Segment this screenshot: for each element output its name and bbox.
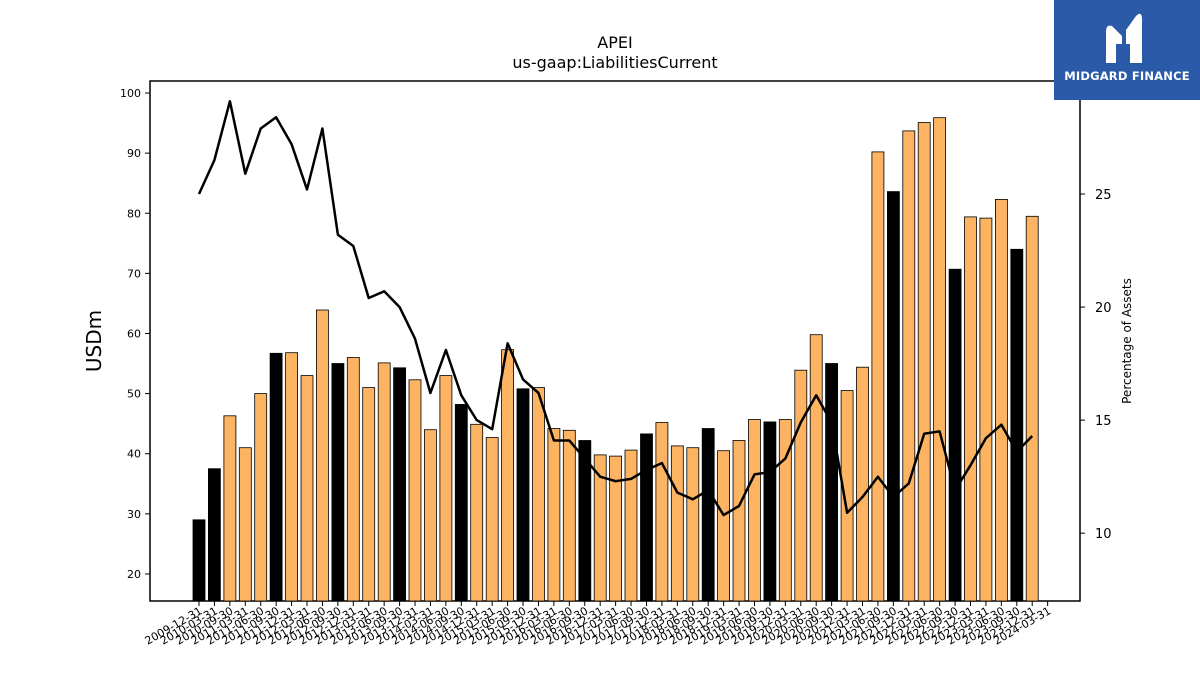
- bar: [331, 363, 345, 602]
- bar: [377, 362, 391, 602]
- bar: [856, 366, 869, 602]
- bar: [840, 390, 854, 602]
- y-tick-label: 20: [127, 568, 141, 581]
- y2-tick-label: 25: [1095, 188, 1112, 203]
- bar: [624, 449, 638, 602]
- bar: [362, 387, 376, 602]
- bar: [300, 375, 314, 602]
- bar: [979, 217, 993, 602]
- bar: [516, 388, 530, 602]
- bar: [315, 309, 329, 602]
- bar: [825, 363, 838, 602]
- bar: [609, 455, 622, 602]
- bar: [269, 352, 283, 602]
- bar: [393, 367, 407, 602]
- bar: [701, 428, 715, 602]
- y-tick-label: 50: [127, 388, 141, 401]
- y2-tick-label: 10: [1095, 527, 1112, 542]
- bar: [439, 375, 453, 602]
- bar: [238, 447, 252, 602]
- percentage-line: [197, 100, 1034, 517]
- bars: [192, 117, 1039, 602]
- bar: [902, 130, 916, 602]
- bar: [670, 445, 684, 602]
- y-axis-label-right: Percentage of Assets: [1120, 278, 1134, 404]
- bar: [763, 421, 777, 602]
- bar: [254, 393, 268, 602]
- bar: [547, 428, 561, 602]
- y-tick-label: 70: [127, 267, 141, 280]
- bar: [917, 122, 931, 602]
- y-tick-label: 30: [127, 508, 141, 521]
- bar: [501, 349, 515, 602]
- bar: [1025, 215, 1039, 602]
- bar: [732, 440, 746, 602]
- y-tick-label: 80: [127, 207, 141, 220]
- bar: [423, 429, 437, 602]
- y2-tick-label: 20: [1095, 301, 1112, 316]
- x-axis: 2009-12-312010-03-312010-09-302011-03-31…: [143, 601, 1053, 648]
- y-tick-label: 90: [127, 147, 141, 160]
- bar: [192, 519, 206, 602]
- bar: [686, 447, 700, 602]
- bar: [640, 433, 653, 602]
- y-tick-label: 100: [120, 87, 141, 100]
- bar: [207, 468, 221, 602]
- bar: [408, 379, 422, 602]
- y-tick-label: 60: [127, 327, 141, 340]
- logo-text: MIDGARD FINANCE: [1064, 69, 1190, 83]
- bar: [887, 191, 900, 602]
- bar: [794, 369, 808, 602]
- bar: [470, 423, 484, 602]
- bar: [748, 419, 761, 602]
- bar: [655, 422, 669, 602]
- bar: [717, 450, 730, 602]
- bar: [346, 357, 360, 602]
- percentage-line-path: [197, 100, 1034, 517]
- chart-title: APEI: [597, 33, 632, 52]
- bar: [809, 334, 823, 602]
- bar: [948, 268, 962, 602]
- bar: [964, 216, 977, 602]
- bar: [933, 117, 946, 602]
- bar: [871, 151, 885, 602]
- bar: [285, 352, 299, 602]
- midgard-finance-logo: MIDGARD FINANCE: [1054, 0, 1200, 100]
- y2-tick-label: 15: [1095, 414, 1112, 429]
- bar: [532, 387, 545, 602]
- y-axis-label-left: USDm: [82, 310, 106, 372]
- bar: [485, 437, 499, 602]
- bar: [562, 429, 576, 602]
- bar: [1010, 248, 1024, 602]
- bar: [223, 415, 237, 602]
- bar: [995, 198, 1008, 602]
- bar: [454, 403, 468, 602]
- midgard-logo-icon: [1106, 13, 1142, 64]
- y-axis-left: 20 30 40 50 60 70 80 90 100: [120, 87, 150, 581]
- chart-subtitle: us-gaap:LiabilitiesCurrent: [512, 53, 717, 72]
- y-tick-label: 40: [127, 448, 141, 461]
- y-axis-right: 10 15 20 25: [1080, 188, 1112, 542]
